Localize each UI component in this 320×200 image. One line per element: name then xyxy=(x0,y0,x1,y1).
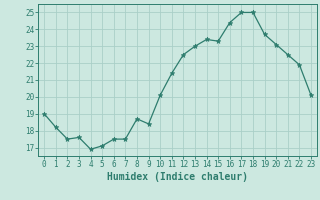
X-axis label: Humidex (Indice chaleur): Humidex (Indice chaleur) xyxy=(107,172,248,182)
